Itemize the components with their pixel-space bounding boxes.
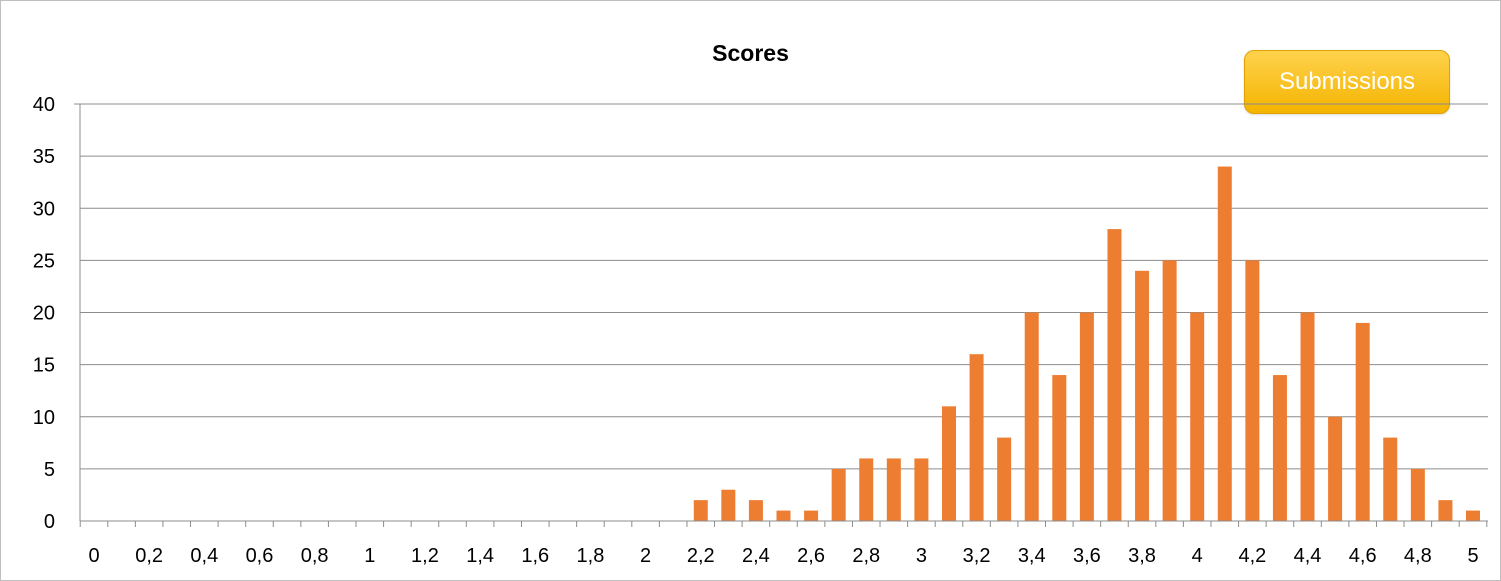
bar <box>1135 270 1150 521</box>
x-tick-label: 0,2 <box>135 545 163 567</box>
bar <box>804 510 819 521</box>
legend-submissions-button[interactable]: Submissions <box>1244 50 1450 114</box>
bar <box>997 437 1012 521</box>
bar <box>1245 260 1260 521</box>
bar <box>1410 468 1425 521</box>
bar <box>748 500 763 521</box>
bar <box>886 458 901 521</box>
bar <box>1300 312 1315 521</box>
x-tick-label: 3,2 <box>963 545 991 567</box>
x-tick-label: 4,8 <box>1404 545 1432 567</box>
bar <box>1355 322 1370 521</box>
bar <box>1052 375 1067 521</box>
bar <box>721 489 736 521</box>
x-tick-label: 1 <box>364 545 375 567</box>
y-tick-label: 15 <box>33 355 55 377</box>
x-tick-label: 1,2 <box>411 545 439 567</box>
x-tick-label: 3 <box>916 545 927 567</box>
y-tick-label: 35 <box>33 146 55 168</box>
y-tick-label: 30 <box>33 198 55 220</box>
bar <box>776 510 791 521</box>
bar <box>859 458 874 521</box>
x-tick-label: 4 <box>1192 545 1203 567</box>
x-tick-label: 1,8 <box>577 545 605 567</box>
x-tick-label: 2,8 <box>852 545 880 567</box>
y-tick-label: 40 <box>33 94 55 116</box>
bar <box>1466 510 1480 521</box>
x-tick-label: 4,2 <box>1238 545 1266 567</box>
bar <box>1162 260 1177 521</box>
y-tick-label: 10 <box>33 407 55 429</box>
x-tick-label: 2,2 <box>687 545 715 567</box>
bar <box>693 500 708 521</box>
bar <box>1272 375 1287 521</box>
bar <box>831 468 846 521</box>
x-tick-label: 5 <box>1467 545 1478 567</box>
bar <box>1107 229 1122 521</box>
y-tick-label: 0 <box>44 511 55 533</box>
bar <box>1024 312 1039 521</box>
x-tick-label: 1,6 <box>521 545 549 567</box>
bar <box>969 354 984 521</box>
y-tick-label: 20 <box>33 303 55 325</box>
chart-title: Scores <box>712 40 789 66</box>
legend-label: Submissions <box>1278 68 1416 95</box>
x-tick-label: 2 <box>640 545 651 567</box>
x-tick-label: 4,4 <box>1294 545 1322 567</box>
bar <box>1383 437 1398 521</box>
bar <box>1438 500 1453 521</box>
x-tick-label: 1,4 <box>466 545 494 567</box>
bar <box>914 458 929 521</box>
x-tick-label: 3,8 <box>1128 545 1156 567</box>
x-tick-label: 3,6 <box>1073 545 1101 567</box>
x-tick-label: 2,6 <box>797 545 825 567</box>
x-tick-label: 4,6 <box>1349 545 1377 567</box>
bar <box>1328 416 1343 521</box>
bar <box>1079 312 1094 521</box>
bar <box>941 406 956 521</box>
x-tick-label: 3,4 <box>1018 545 1046 567</box>
y-tick-label: 5 <box>44 459 55 481</box>
x-tick-label: 0,8 <box>301 545 329 567</box>
bar <box>1190 312 1205 521</box>
x-tick-label: 0,4 <box>190 545 218 567</box>
x-tick-label: 0,6 <box>246 545 274 567</box>
bar <box>1217 166 1232 522</box>
x-tick-label: 2,4 <box>742 545 770 567</box>
x-tick-label: 0 <box>88 545 99 567</box>
y-tick-label: 25 <box>33 250 55 272</box>
